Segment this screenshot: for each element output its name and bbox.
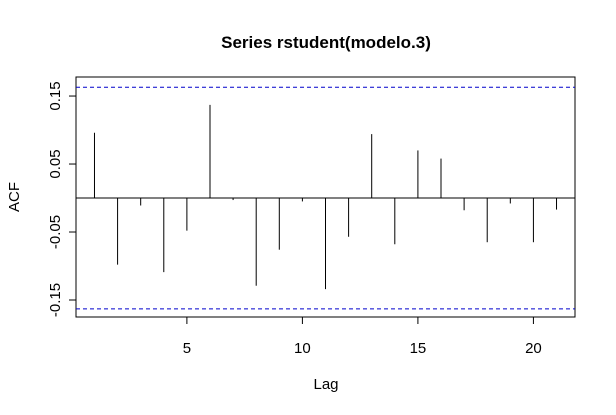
y-tick-label: -0.05 — [47, 215, 64, 249]
y-axis-label: ACF — [6, 182, 23, 212]
x-tick-label: 15 — [410, 340, 427, 357]
x-tick-label: 20 — [525, 340, 542, 357]
x-tick-label: 10 — [294, 340, 311, 357]
x-axis-label: Lag — [313, 376, 338, 393]
y-tick-label: 0.05 — [47, 149, 64, 178]
chart-title: Series rstudent(modelo.3) — [221, 33, 431, 52]
y-tick-label: 0.15 — [47, 81, 64, 110]
y-tick-label: -0.15 — [47, 283, 64, 317]
x-tick-label: 5 — [183, 340, 191, 357]
plot-frame — [75, 76, 576, 318]
